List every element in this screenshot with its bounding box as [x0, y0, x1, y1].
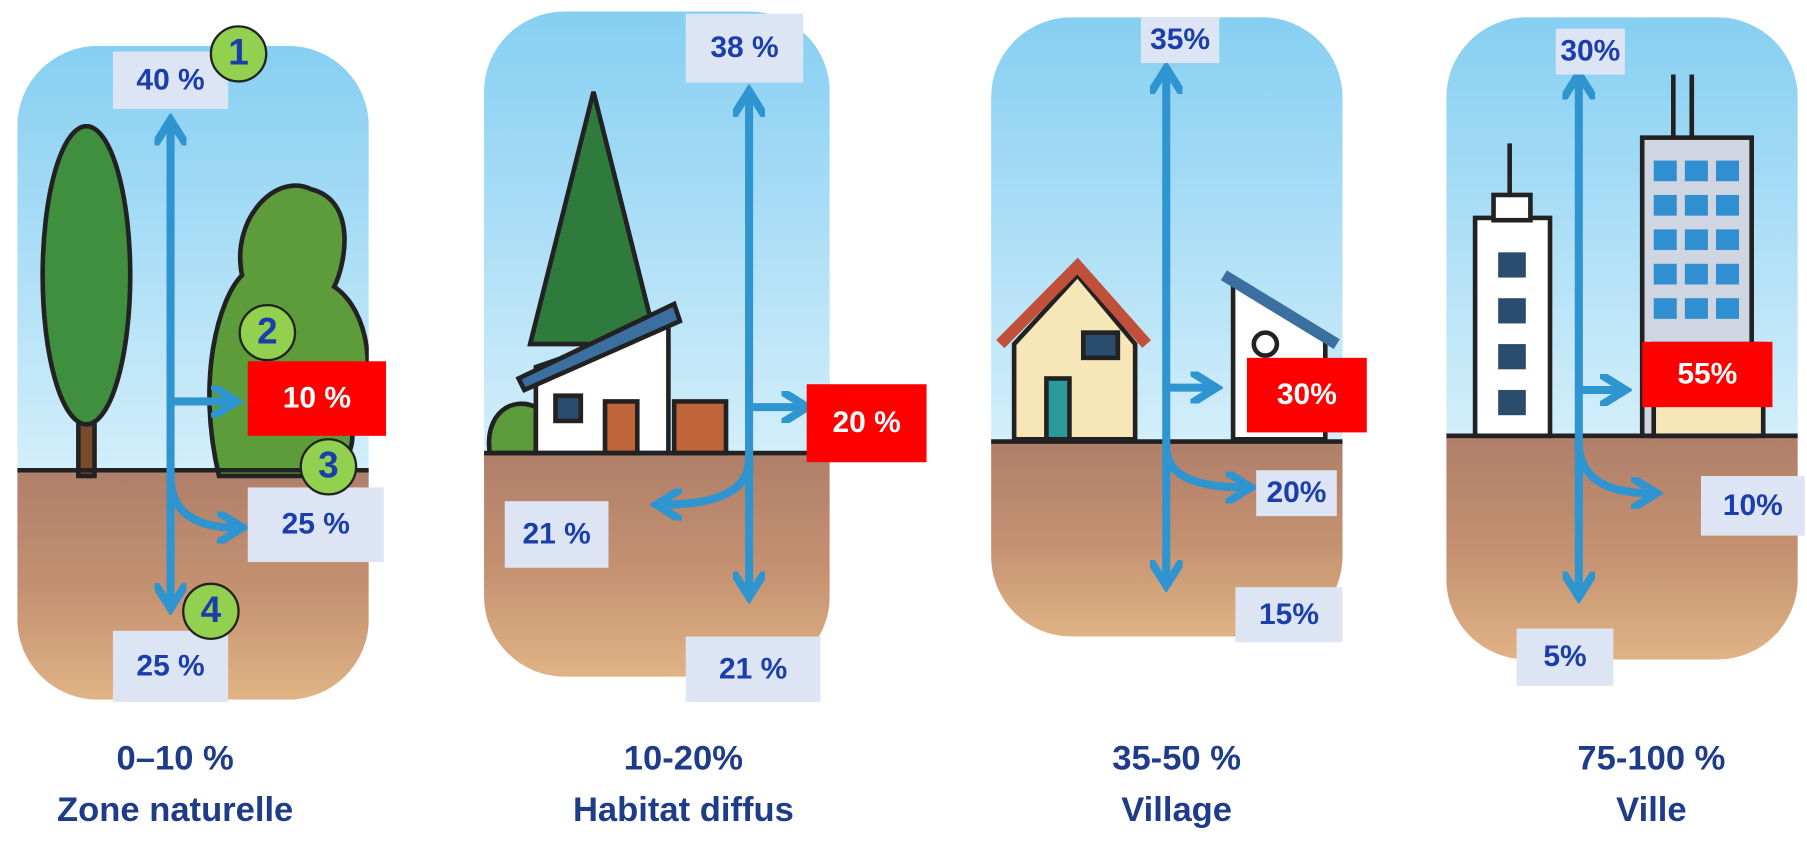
- window: [1685, 229, 1708, 250]
- marker-number: 1: [228, 32, 249, 73]
- window: [1498, 298, 1526, 323]
- panel-label: Habitat diffus: [573, 791, 794, 829]
- window: [1716, 229, 1739, 250]
- runoff-label: 10 %: [283, 382, 351, 415]
- panel: 30% 55% 10% 5% 75-100 % Ville: [1446, 17, 1804, 829]
- door: [605, 401, 637, 453]
- coverage: 35-50 %: [1112, 740, 1241, 778]
- shallow-label: 20%: [1267, 476, 1327, 509]
- window: [1083, 333, 1118, 358]
- runoff-label: 30%: [1277, 378, 1337, 411]
- panel-label: Zone naturelle: [57, 791, 293, 829]
- window: [1498, 344, 1526, 369]
- window: [1254, 333, 1277, 356]
- marker-number: 4: [201, 589, 222, 630]
- window: [1654, 195, 1677, 216]
- evaporation-label: 35%: [1150, 23, 1210, 56]
- evaporation-label: 40 %: [136, 63, 204, 96]
- window: [1685, 264, 1708, 285]
- window: [1498, 390, 1526, 415]
- window: [1716, 161, 1739, 182]
- window: [1654, 161, 1677, 182]
- panel-label: Village: [1121, 791, 1232, 829]
- window: [1654, 264, 1677, 285]
- tower-top: [1494, 195, 1531, 220]
- panels: 40 % 10 % 25 % 25 % 0–10 % Zone naturelle 38 %…: [17, 11, 1804, 829]
- evaporation-label: 38 %: [710, 31, 778, 64]
- window: [1716, 298, 1739, 319]
- window: [555, 396, 580, 421]
- deep-label: 21 %: [719, 652, 787, 685]
- coverage: 75-100 %: [1577, 740, 1725, 778]
- fence: [674, 401, 726, 453]
- panel: 40 % 10 % 25 % 25 % 0–10 % Zone naturelle: [17, 46, 386, 829]
- deep-label: 5%: [1543, 640, 1586, 673]
- window: [1716, 195, 1739, 216]
- panel: 38 % 20 % 21 % 21 % 10-20% Habitat diffus: [484, 11, 927, 829]
- panel-label: Ville: [1616, 791, 1686, 829]
- runoff-label: 55%: [1677, 358, 1737, 391]
- scene: [484, 11, 830, 676]
- marker-number: 2: [257, 311, 278, 352]
- shallow-label: 21 %: [522, 518, 590, 551]
- shallow-label: 10%: [1723, 489, 1783, 522]
- window: [1654, 298, 1677, 319]
- window: [1685, 195, 1708, 216]
- window: [1498, 252, 1526, 277]
- door: [1046, 378, 1069, 439]
- tree: [43, 126, 131, 424]
- soil: [1446, 436, 1797, 660]
- coverage: 10-20%: [624, 740, 743, 778]
- infographic: 40 % 10 % 25 % 25 % 0–10 % Zone naturelle 38 %…: [0, 0, 1807, 843]
- shallow-label: 25 %: [282, 508, 350, 541]
- panel: 35% 30% 20% 15% 35-50 % Village: [991, 17, 1367, 829]
- window: [1654, 229, 1677, 250]
- scene: [1446, 17, 1797, 659]
- runoff-label: 20 %: [832, 406, 900, 439]
- window: [1685, 298, 1708, 319]
- window: [1685, 161, 1708, 182]
- evaporation-label: 30%: [1560, 35, 1620, 68]
- deep-label: 15%: [1259, 598, 1319, 631]
- deep-label: 25 %: [136, 649, 204, 682]
- coverage: 0–10 %: [117, 740, 234, 778]
- marker-number: 3: [318, 445, 339, 486]
- window: [1716, 264, 1739, 285]
